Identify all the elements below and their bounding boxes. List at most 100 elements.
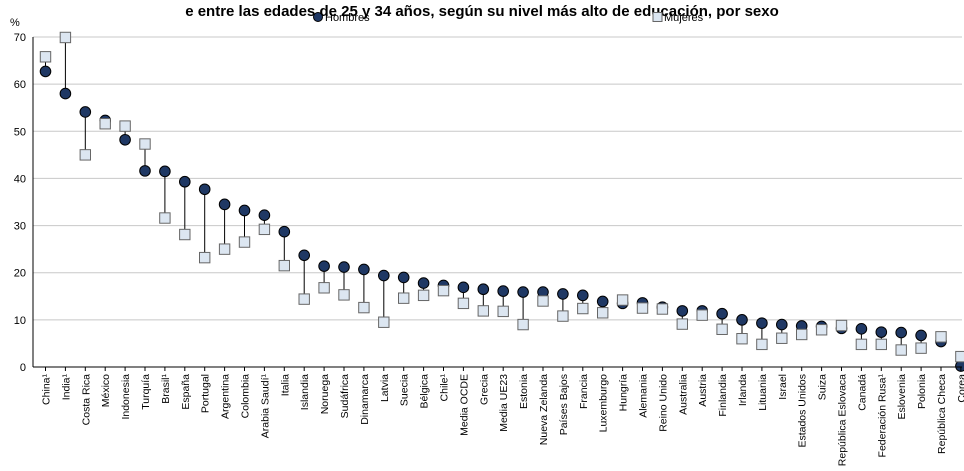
legend-hombres-label: Hombres xyxy=(325,12,370,24)
point-hombres xyxy=(338,261,350,273)
x-category-label: Argentina xyxy=(220,374,232,419)
point-mujeres xyxy=(358,301,370,314)
point-mujeres xyxy=(915,342,927,354)
point-mujeres xyxy=(159,212,171,224)
x-category-label: Bélgica xyxy=(419,374,431,409)
legend: Hombres Mujeres xyxy=(313,12,704,24)
point-mujeres xyxy=(537,295,549,307)
point-mujeres xyxy=(835,319,848,332)
point-hombres xyxy=(298,249,311,262)
point-mujeres xyxy=(577,302,589,315)
x-category-label: Colombia xyxy=(240,374,252,419)
point-mujeres xyxy=(179,228,191,241)
x-category-label: Irlanda xyxy=(737,374,749,406)
point-mujeres xyxy=(716,323,728,335)
point-mujeres xyxy=(238,236,251,248)
point-hombres xyxy=(139,165,151,177)
point-mujeres xyxy=(417,289,430,302)
point-mujeres xyxy=(796,328,808,341)
chart-title: e entre las edades de 25 y 34 años, segú… xyxy=(185,3,779,20)
x-category-label: Nueva Zelanda xyxy=(538,374,550,445)
x-category-label: República Checa xyxy=(936,374,948,454)
x-category-label: Portugal xyxy=(200,374,212,413)
point-mujeres xyxy=(79,149,91,161)
x-category-label: Finlandia xyxy=(717,374,729,417)
point-hombres xyxy=(915,329,927,342)
x-category-label: Corea xyxy=(956,374,964,403)
x-category-label: Brasil¹ xyxy=(160,374,172,404)
point-hombres xyxy=(895,326,908,339)
y-tick-label: 70 xyxy=(14,32,26,44)
x-category-label: Costa Rica xyxy=(80,374,92,426)
x-category-label: Chile¹ xyxy=(439,374,451,402)
point-hombres xyxy=(258,209,271,221)
point-mujeres xyxy=(696,309,708,321)
y-tick-label: 60 xyxy=(14,79,26,91)
point-hombres xyxy=(79,106,92,118)
x-category-label: Noruega xyxy=(319,374,331,414)
point-hombres xyxy=(596,295,609,308)
point-mujeres xyxy=(338,289,350,301)
y-tick-label: 40 xyxy=(14,173,26,185)
point-mujeres xyxy=(517,318,529,331)
point-mujeres xyxy=(756,338,768,351)
x-category-label: España xyxy=(180,374,192,410)
x-category-label: Luxemburgo xyxy=(598,374,610,433)
point-mujeres xyxy=(99,118,111,130)
x-category-label: India¹ xyxy=(60,373,72,400)
x-category-label: Estados Unidos xyxy=(797,374,809,448)
x-category-label: Países Bajos xyxy=(558,374,570,435)
x-category-label: Reino Unido xyxy=(657,374,669,432)
legend-hombres-marker xyxy=(313,12,323,22)
point-hombres xyxy=(776,318,788,331)
x-category-label: Grecia xyxy=(478,374,490,405)
point-mujeres xyxy=(557,310,569,322)
point-mujeres xyxy=(477,305,490,317)
x-category-label: Lituania xyxy=(757,374,769,411)
point-hombres xyxy=(736,314,748,326)
point-mujeres xyxy=(895,344,907,356)
point-mujeres xyxy=(597,307,609,319)
point-hombres xyxy=(855,323,868,335)
x-category-label: Estonia xyxy=(518,374,530,409)
point-mujeres xyxy=(636,302,649,314)
legend-mujeres-marker xyxy=(652,12,663,22)
point-mujeres xyxy=(258,223,271,236)
point-hombres xyxy=(119,133,131,146)
point-mujeres xyxy=(139,138,151,150)
point-hombres xyxy=(457,281,470,294)
point-hombres xyxy=(198,183,211,196)
point-mujeres xyxy=(815,324,828,336)
x-category-label: Federación Rusa¹ xyxy=(876,374,888,458)
point-hombres xyxy=(477,283,490,296)
x-category-label: Italia xyxy=(279,374,291,396)
x-category-label: Dinamarca xyxy=(359,374,371,425)
y-tick-label: 0 xyxy=(20,362,26,374)
point-mujeres xyxy=(457,297,470,310)
x-category-label: Suiza xyxy=(817,374,829,400)
point-mujeres xyxy=(736,333,748,345)
x-category-label: Suecia xyxy=(399,374,411,406)
point-mujeres xyxy=(616,294,629,306)
point-hombres xyxy=(159,165,171,178)
point-mujeres xyxy=(218,243,231,255)
y-tick-label: 30 xyxy=(14,221,26,233)
point-hombres xyxy=(577,289,589,302)
y-axis-label: % xyxy=(10,17,20,29)
x-category-label: Austria xyxy=(697,374,709,407)
point-mujeres xyxy=(656,303,669,315)
x-category-label: Arabia Saudí¹ xyxy=(259,374,271,439)
x-category-label: Islandia xyxy=(299,374,311,410)
point-mujeres xyxy=(935,331,947,343)
point-mujeres xyxy=(497,305,509,318)
point-mujeres xyxy=(119,120,131,132)
point-mujeres xyxy=(676,318,688,330)
point-hombres xyxy=(318,260,330,272)
point-mujeres xyxy=(39,51,52,63)
x-category-label: China¹ xyxy=(41,374,53,405)
y-axis-ticks: 0 10 20 30 40 50 60 70 xyxy=(14,32,26,374)
data-markers xyxy=(39,31,964,372)
point-hombres xyxy=(497,285,510,297)
x-category-label: Indonesia xyxy=(120,374,132,420)
point-hombres xyxy=(59,87,72,100)
